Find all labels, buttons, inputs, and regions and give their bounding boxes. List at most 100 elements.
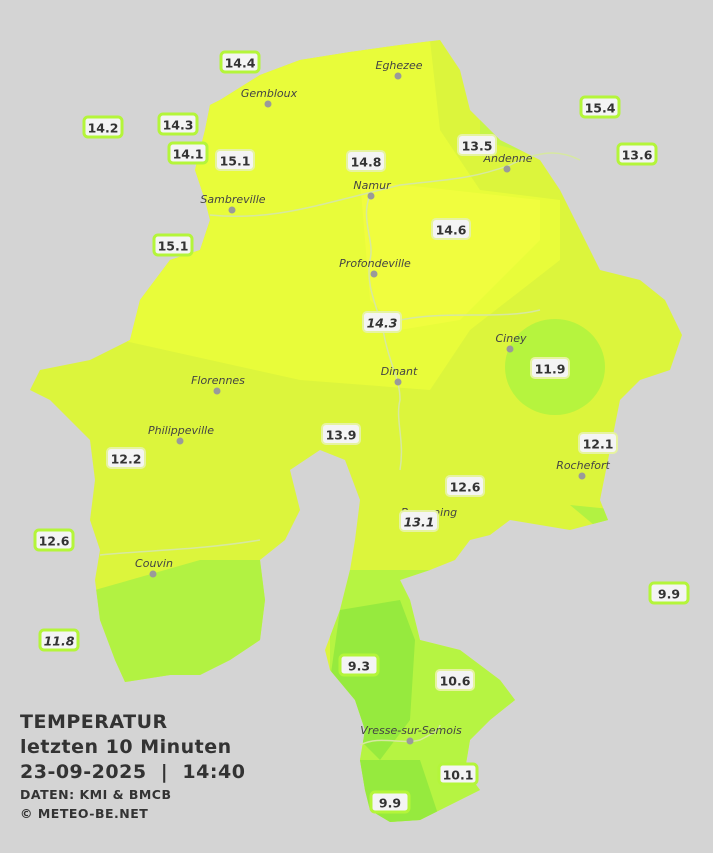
station-box bbox=[435, 669, 475, 691]
city-label: Sambreville bbox=[200, 193, 265, 206]
station-box bbox=[346, 150, 386, 172]
city-dot bbox=[149, 570, 157, 578]
station: 15.4 bbox=[579, 95, 621, 119]
city-dot bbox=[176, 437, 184, 445]
station: 9.3 bbox=[338, 653, 380, 677]
station-box bbox=[219, 50, 261, 74]
station: 9.9 bbox=[369, 790, 411, 814]
station: 15.1 bbox=[215, 149, 255, 171]
stations: 14.4 14.2 14.3 14.1 15.1 14.8 13.5 15.4 13.6 15.1… bbox=[33, 50, 690, 814]
station-box bbox=[530, 357, 570, 379]
station: 14.6 bbox=[431, 218, 471, 240]
city-label: Rochefort bbox=[556, 459, 610, 472]
station-value: 14.3 bbox=[367, 316, 398, 331]
station: 12.6 bbox=[445, 475, 485, 497]
station-value: 14.3 bbox=[163, 118, 194, 133]
city-dot bbox=[506, 345, 514, 353]
station: 11.9 bbox=[530, 357, 570, 379]
rivers bbox=[99, 152, 581, 746]
city-label: Andenne bbox=[483, 152, 533, 165]
station-box bbox=[437, 762, 479, 786]
city-label: Gembloux bbox=[241, 87, 298, 100]
station-box bbox=[431, 218, 471, 240]
station-value: 14.6 bbox=[436, 223, 467, 238]
station-box bbox=[445, 475, 485, 497]
city-label: Ciney bbox=[496, 332, 527, 345]
station-box bbox=[215, 149, 255, 171]
station-value: 14.4 bbox=[225, 56, 256, 71]
city-label: Florennes bbox=[191, 374, 245, 387]
station: 14.3 bbox=[362, 311, 402, 333]
station-box bbox=[82, 115, 124, 139]
legend-block: TEMPERATUR letzten 10 Minuten 23-09-2025… bbox=[20, 710, 245, 823]
station-value: 10.6 bbox=[440, 674, 471, 689]
station-value: 14.1 bbox=[173, 147, 204, 162]
station-value: 13.9 bbox=[326, 428, 357, 443]
station-box bbox=[616, 142, 658, 166]
station-value: 15.1 bbox=[220, 154, 251, 169]
city-dot bbox=[213, 387, 221, 395]
station-value: 12.1 bbox=[583, 437, 614, 452]
station: 14.4 bbox=[219, 50, 261, 74]
station: 13.1 bbox=[399, 510, 439, 532]
station: 12.1 bbox=[578, 432, 618, 454]
city-dot bbox=[264, 100, 272, 108]
city-label: Eghezee bbox=[376, 59, 423, 72]
station: 14.1 bbox=[167, 141, 209, 165]
station: 12.2 bbox=[106, 447, 146, 469]
station-box bbox=[167, 141, 209, 165]
station-value: 15.1 bbox=[158, 239, 189, 254]
station-value: 11.8 bbox=[44, 634, 75, 649]
station-box bbox=[457, 134, 497, 156]
title-line: letzten 10 Minuten bbox=[20, 736, 232, 758]
station: 12.6 bbox=[33, 528, 75, 552]
title-line: TEMPERATUR bbox=[20, 711, 168, 733]
city-label: Philippeville bbox=[148, 424, 214, 437]
station: 13.6 bbox=[616, 142, 658, 166]
station-box bbox=[579, 95, 621, 119]
city-dot bbox=[228, 206, 236, 214]
city-dot bbox=[503, 165, 511, 173]
city-dot bbox=[394, 378, 402, 386]
station-box bbox=[578, 432, 618, 454]
station-value: 12.2 bbox=[111, 452, 142, 467]
station: 9.9 bbox=[648, 581, 690, 605]
station-value: 12.6 bbox=[39, 534, 70, 549]
station-box bbox=[152, 233, 194, 257]
station-box bbox=[157, 112, 199, 136]
cities: Eghezee Gembloux Andenne Namur Sambreville Pr… bbox=[135, 59, 610, 745]
credit: DATEN: KMI & BMCB bbox=[20, 787, 172, 802]
station-value: 10.1 bbox=[443, 768, 474, 783]
station-value: 13.1 bbox=[404, 515, 435, 530]
station-value: 9.9 bbox=[658, 587, 680, 602]
station: 14.8 bbox=[346, 150, 386, 172]
station-box bbox=[399, 510, 439, 532]
city-dot bbox=[367, 192, 375, 200]
station-box bbox=[106, 447, 146, 469]
station-value: 11.9 bbox=[535, 362, 566, 377]
station-box bbox=[33, 528, 75, 552]
station-box bbox=[38, 628, 80, 652]
station-box bbox=[338, 653, 380, 677]
city-label: Couvin bbox=[135, 557, 173, 570]
city-label: Namur bbox=[353, 179, 392, 192]
station-value: 13.5 bbox=[462, 139, 493, 154]
station: 13.9 bbox=[321, 423, 361, 445]
station: 10.1 bbox=[437, 762, 479, 786]
station-value: 12.6 bbox=[450, 480, 481, 495]
city-dot bbox=[370, 270, 378, 278]
station-value: 9.9 bbox=[379, 796, 401, 811]
station-value: 14.8 bbox=[351, 155, 382, 170]
station: 14.3 bbox=[157, 112, 199, 136]
station-value: 14.2 bbox=[88, 121, 119, 136]
station: 14.2 bbox=[82, 115, 124, 139]
city-dot bbox=[394, 72, 402, 80]
station: 13.5 bbox=[457, 134, 497, 156]
credit: © METEO-BE.NET bbox=[20, 806, 149, 821]
city-label: Profondeville bbox=[339, 257, 411, 270]
station-value: 15.4 bbox=[585, 101, 616, 116]
station-value: 13.6 bbox=[622, 148, 653, 163]
station-box bbox=[648, 581, 690, 605]
